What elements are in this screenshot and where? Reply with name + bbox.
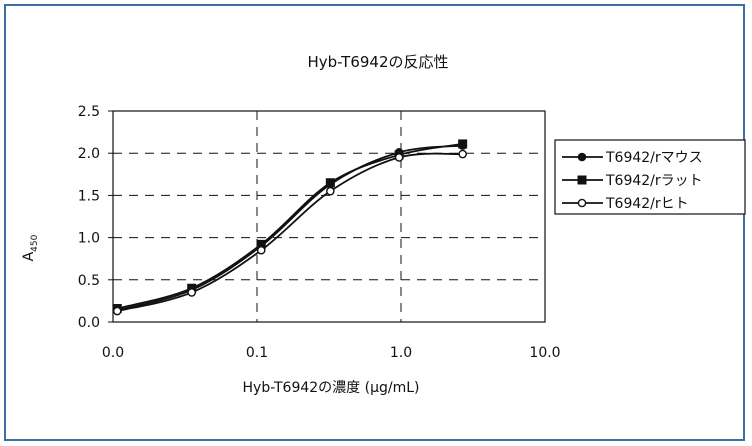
- legend-entry: T6942/rラット: [562, 173, 703, 189]
- data-point: [112, 306, 122, 316]
- x-axis-label: Hyb-T6942の濃度 (μg/mL): [243, 380, 420, 396]
- legend-label: T6942/rマウス: [605, 150, 703, 166]
- x-tick-label: 0.0: [102, 345, 124, 361]
- data-point: [325, 178, 335, 188]
- legend-marker: [577, 175, 587, 185]
- series-layer: [112, 139, 468, 316]
- data-point: [187, 288, 197, 297]
- legend-entries: T6942/rマウス T6942/rラット T6942/rヒト: [562, 150, 703, 212]
- y-axis-label-main: A: [21, 251, 37, 261]
- y-tick-label: 1.0: [78, 231, 100, 247]
- y-tick-label: 2.5: [78, 104, 100, 120]
- y-tick-labels: 0.0 0.5 1.0 1.5 2.0 2.5: [78, 104, 113, 331]
- legend: [554, 139, 746, 215]
- x-tick-label: 10.0: [529, 345, 560, 361]
- data-point: [256, 245, 266, 255]
- x-tick-label: 1.0: [390, 345, 412, 361]
- legend-entry: T6942/rマウス: [562, 150, 703, 166]
- y-tick-label: 2.0: [78, 146, 100, 162]
- x-tick-label: 0.1: [246, 345, 268, 361]
- chart-title: Hyb-T6942の反応性: [307, 53, 448, 71]
- y-tick-label: 1.5: [78, 188, 100, 204]
- y-tick-label: 0.5: [78, 273, 100, 289]
- grid-lines: [113, 111, 545, 322]
- series-3: [112, 149, 467, 316]
- legend-entry: T6942/rヒト: [562, 196, 689, 212]
- legend-label: T6942/rヒト: [605, 196, 689, 212]
- y-axis-label-subscript: 450: [30, 234, 40, 251]
- y-tick-label: 0.0: [78, 315, 100, 331]
- legend-label: T6942/rラット: [605, 173, 703, 189]
- data-point: [458, 149, 467, 159]
- data-point: [394, 153, 404, 162]
- data-point: [256, 239, 266, 249]
- x-tick-labels: 0.0 0.1 1.0 10.0: [102, 345, 561, 361]
- legend-marker: [577, 152, 587, 162]
- data-point: [458, 139, 468, 149]
- data-point: [326, 186, 335, 196]
- legend-marker: [577, 198, 587, 208]
- y-axis-label: A450: [21, 234, 40, 261]
- plot-area: [112, 110, 546, 323]
